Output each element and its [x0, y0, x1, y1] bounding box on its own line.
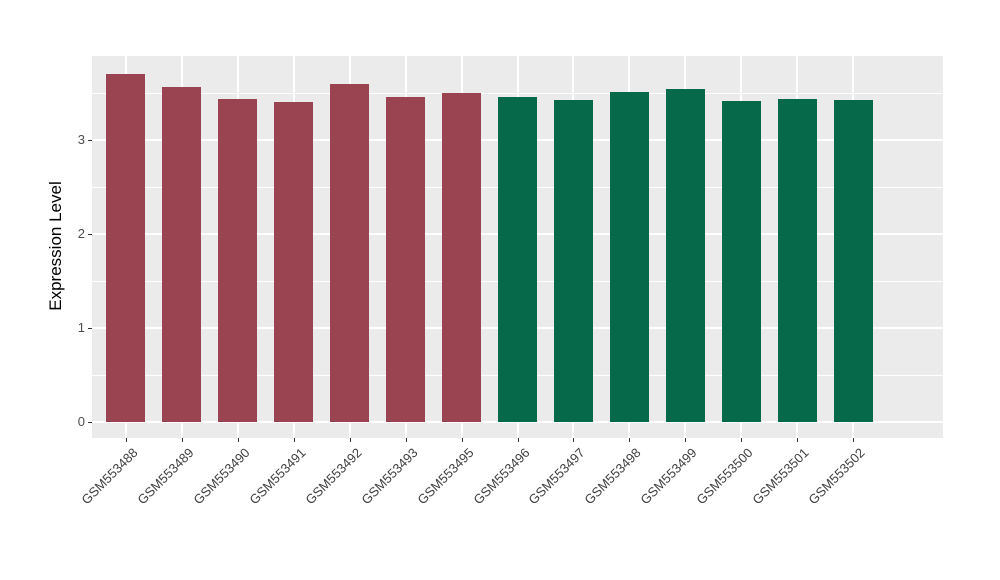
y-tick-mark [88, 422, 92, 423]
x-tick-label-GSM553488: GSM553488 [77, 445, 141, 508]
plot-panel [92, 56, 943, 438]
x-tick-label-GSM553490: GSM553490 [189, 445, 253, 508]
bar-GSM553491 [273, 102, 314, 422]
bar-GSM553497 [553, 99, 594, 422]
y-tick-label: 1 [77, 320, 85, 335]
x-tick-mark [125, 438, 127, 442]
x-tick-label-GSM553500: GSM553500 [693, 445, 757, 508]
x-tick-mark [797, 438, 799, 442]
y-tick-mark [88, 328, 92, 329]
x-tick-label-GSM553492: GSM553492 [301, 445, 365, 508]
x-tick-mark [517, 438, 519, 442]
x-tick-mark [293, 438, 295, 442]
y-axis-title: Expression Level [46, 181, 65, 311]
x-tick-mark [629, 438, 631, 442]
x-tick-label-GSM553499: GSM553499 [637, 445, 701, 508]
x-tick-mark [405, 438, 407, 442]
x-tick-label-GSM553489: GSM553489 [133, 445, 197, 508]
x-tick-mark [741, 438, 743, 442]
x-tick-mark [461, 438, 463, 442]
x-tick-mark [573, 438, 575, 442]
x-tick-label-GSM553501: GSM553501 [749, 445, 813, 508]
y-tick-label: 2 [77, 226, 85, 241]
bar-GSM553493 [385, 96, 426, 422]
bar-GSM553495 [441, 93, 482, 422]
x-tick-label-GSM553493: GSM553493 [357, 445, 421, 508]
bar-GSM553489 [161, 87, 202, 422]
x-tick-mark [237, 438, 239, 442]
x-tick-label-GSM553498: GSM553498 [581, 445, 645, 508]
bar-GSM553490 [217, 98, 258, 422]
gridline-horizontal-minor [92, 92, 943, 94]
bar-GSM553500 [721, 100, 762, 422]
y-tick-mark [88, 140, 92, 141]
bar-GSM553498 [609, 92, 650, 422]
bar-GSM553499 [665, 89, 706, 422]
bar-GSM553488 [105, 74, 146, 422]
bar-GSM553502 [833, 99, 873, 422]
x-tick-mark [685, 438, 687, 442]
gridline-horizontal-major [92, 421, 943, 423]
x-tick-mark [853, 438, 855, 442]
bar-GSM553492 [329, 83, 370, 422]
y-tick-label: 3 [77, 132, 85, 147]
x-tick-mark [349, 438, 351, 442]
y-tick-label: 0 [77, 414, 85, 429]
x-tick-label-GSM553491: GSM553491 [245, 445, 309, 508]
x-tick-label-GSM553496: GSM553496 [469, 445, 533, 508]
x-tick-label-GSM553497: GSM553497 [525, 445, 589, 508]
x-tick-label-GSM553495: GSM553495 [413, 445, 477, 508]
x-tick-mark [181, 438, 183, 442]
bar-GSM553496 [497, 96, 538, 422]
bar-GSM553501 [777, 98, 818, 422]
y-tick-mark [88, 234, 92, 235]
x-tick-label-GSM553502: GSM553502 [805, 445, 869, 508]
